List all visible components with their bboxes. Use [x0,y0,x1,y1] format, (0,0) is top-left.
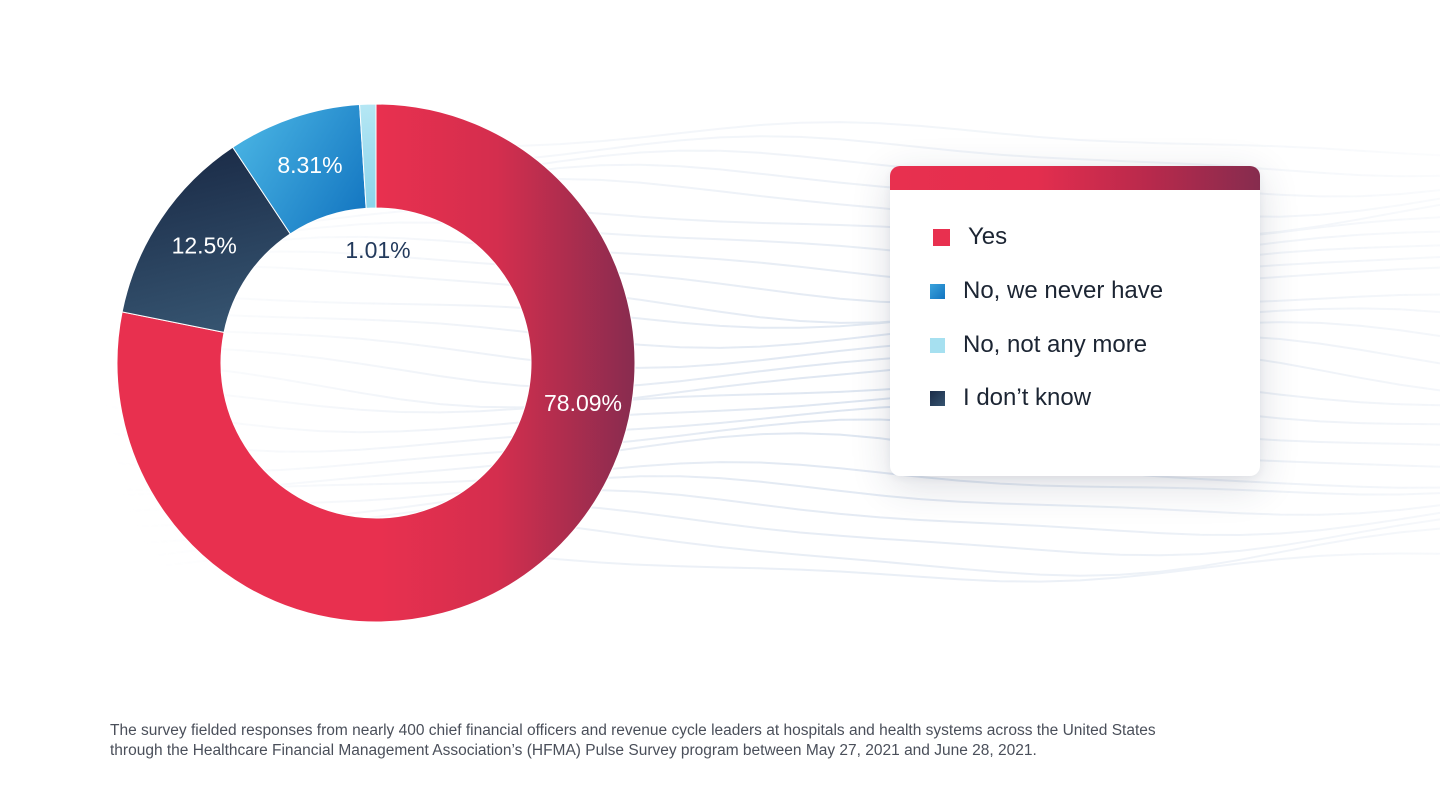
legend-accent-bar [890,166,1260,190]
legend-label-dont-know: I don’t know [963,384,1092,411]
footnote: The survey fielded responses from nearly… [110,721,1350,761]
slice-yes [116,103,636,623]
legend-swatch-never [930,283,945,299]
legend-card: Yes No, we never have No, not any more I… [890,166,1260,476]
legend-swatch-dont-know [930,390,945,406]
legend-swatch-not-any-more [930,337,945,353]
footnote-line-2: through the Healthcare Financial Managem… [110,742,1037,759]
slice-not-any-more [359,103,377,209]
legend-label-not-any-more: No, not any more [963,331,1148,358]
legend-label-never: No, we never have [963,277,1164,304]
legend-item-not-any-more: No, not any more [930,330,1147,360]
slice-label-not-any-more: 1.01% [345,237,410,263]
slice-label-yes: 78.09% [544,390,622,416]
slice-label-never: 8.31% [277,152,342,178]
legend-swatch-yes [933,228,950,246]
footnote-line-1: The survey fielded responses from nearly… [110,722,1156,739]
legend-label-yes: Yes [968,223,1008,250]
legend-item-yes: Yes [930,222,1007,252]
slice-label-dont-know: 12.5% [172,233,237,259]
legend-item-never: No, we never have [930,276,1163,306]
legend-item-dont-know: I don’t know [930,383,1091,413]
background-wave-line [0,546,1440,583]
